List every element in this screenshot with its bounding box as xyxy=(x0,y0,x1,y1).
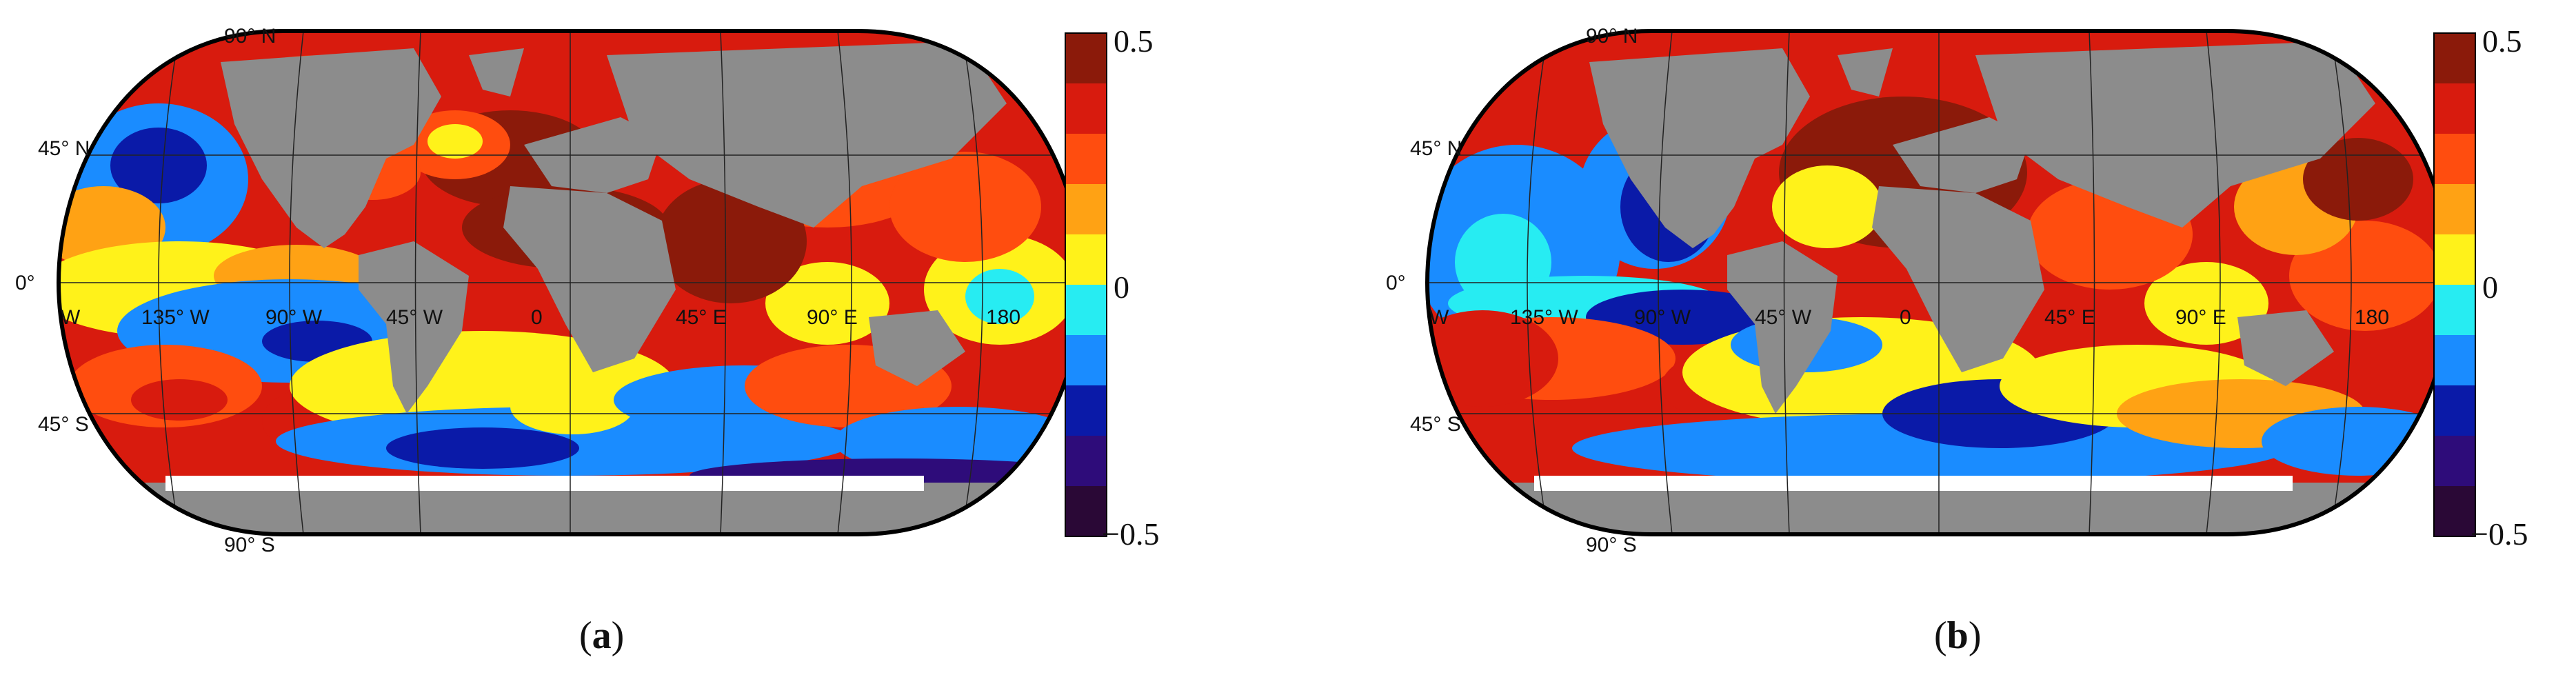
colorbar-swatch xyxy=(2434,436,2475,487)
colorbar-swatch xyxy=(2434,385,2475,436)
lat-label-45s: 45° S xyxy=(38,413,89,436)
lat-label-90n: 90° N xyxy=(1586,25,1638,48)
colorbar-a-mid: 0 xyxy=(1114,270,1129,305)
lon-label-180: 180 xyxy=(986,306,1020,329)
caption-b: (b) xyxy=(1934,614,1982,657)
colorbar-swatch xyxy=(1065,486,1107,537)
south-america xyxy=(359,241,469,414)
colorbar-b-mid: 0 xyxy=(2482,270,2498,305)
lat-label-45n: 45° N xyxy=(38,137,90,160)
asia xyxy=(607,41,1007,228)
antarctica xyxy=(1479,483,2403,534)
australia xyxy=(869,310,965,386)
caption-a: (a) xyxy=(579,614,625,657)
colorbar-swatch xyxy=(1065,184,1107,235)
colorbar-swatch xyxy=(1065,83,1107,134)
colorbar-swatch xyxy=(1065,285,1107,336)
lon-label-w: W xyxy=(1429,306,1449,329)
lon-label-0: 0 xyxy=(1900,306,1911,329)
colorbar-swatch xyxy=(1065,385,1107,436)
lat-label-0: 0° xyxy=(15,272,35,294)
australia xyxy=(2237,310,2334,386)
north-america xyxy=(1589,48,1810,248)
map-panel-a: 90° N 45° N 0° 45° S 90° S W 135° W 90° … xyxy=(15,25,1085,556)
graticule xyxy=(59,31,1083,534)
sea-ice xyxy=(1534,476,2293,491)
lat-label-0: 0° xyxy=(1386,272,1406,294)
north-america xyxy=(221,48,441,248)
colorbar-a-max: 0.5 xyxy=(1114,23,1154,59)
lon-label-135w: 135° W xyxy=(1510,306,1578,329)
lon-label-90e: 90° E xyxy=(807,306,858,329)
colorbar-swatch xyxy=(1065,134,1107,185)
colorbar-swatch xyxy=(2434,234,2475,285)
lon-label-45w: 45° W xyxy=(1755,306,1812,329)
colorbar-swatch xyxy=(1065,436,1107,487)
lon-label-135w: 135° W xyxy=(141,306,210,329)
map-frame xyxy=(56,29,1085,536)
colorbar-b-min: −0.5 xyxy=(2471,516,2528,552)
land-masses xyxy=(110,41,1034,534)
colorbar-frame xyxy=(2433,32,2476,537)
antarctica xyxy=(110,483,1034,534)
lon-label-0: 0 xyxy=(531,306,543,329)
south-america xyxy=(1727,241,1838,414)
land-masses xyxy=(1479,41,2403,534)
colorbar-swatch xyxy=(1065,33,1107,84)
colorbar-swatch xyxy=(2434,83,2475,134)
asia xyxy=(1975,41,2375,228)
africa xyxy=(1872,186,2044,372)
map-frame xyxy=(1425,29,2454,536)
lat-label-45s: 45° S xyxy=(1410,413,1461,436)
lon-label-90e: 90° E xyxy=(2175,306,2226,329)
lat-label-90s: 90° S xyxy=(224,534,275,556)
colorbar-swatch xyxy=(1065,234,1107,285)
colorbar-swatch xyxy=(2434,285,2475,336)
lon-label-w: W xyxy=(61,306,81,329)
colorbar-a xyxy=(1065,32,1107,537)
greenland xyxy=(1838,48,1893,97)
lon-label-45e: 45° E xyxy=(676,306,727,329)
colorbar-swatch xyxy=(2434,335,2475,386)
colorbar-swatch xyxy=(2434,134,2475,185)
greenland xyxy=(469,48,524,97)
lon-label-180: 180 xyxy=(2355,306,2389,329)
lat-label-90s: 90° S xyxy=(1586,534,1637,556)
sea-ice xyxy=(165,476,924,491)
colorbar-swatch xyxy=(2434,184,2475,235)
lon-label-90w: 90° W xyxy=(265,306,323,329)
colorbar-a-min: −0.5 xyxy=(1102,516,1159,552)
colorbar-b-max: 0.5 xyxy=(2482,23,2522,59)
colorbar-swatch xyxy=(1065,335,1107,386)
lon-label-90w: 90° W xyxy=(1634,306,1691,329)
colorbar-b xyxy=(2433,32,2476,537)
lat-label-45n: 45° N xyxy=(1410,137,1462,160)
colorbar-swatch xyxy=(2434,486,2475,537)
graticule xyxy=(1427,31,2451,534)
colorbar-frame xyxy=(1065,32,1107,537)
lon-label-45w: 45° W xyxy=(386,306,443,329)
africa xyxy=(503,186,676,372)
map-panel-b: 90° N 45° N 0° 45° S 90° S W 135° W 90° … xyxy=(1386,25,2454,556)
lat-label-90n: 90° N xyxy=(224,25,276,48)
colorbar-swatch xyxy=(2434,33,2475,84)
lon-label-45e: 45° E xyxy=(2044,306,2095,329)
